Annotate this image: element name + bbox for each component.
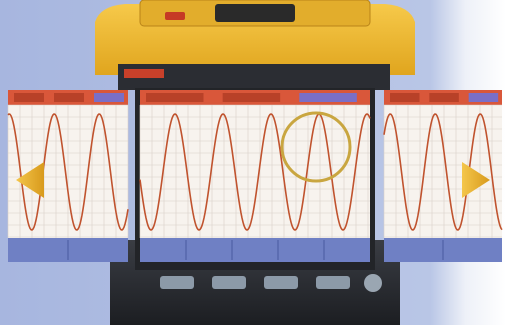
round-key[interactable] [364,274,382,292]
header-tab [54,93,84,102]
header-tab [14,93,44,102]
header-tab [146,93,204,102]
screen-plot [140,105,370,238]
highlight-circle [280,111,352,183]
header-tab [222,93,281,102]
button-row [160,274,382,292]
device-indicator [165,12,185,20]
device-brand-badge [124,69,164,78]
soft-key[interactable] [264,276,298,289]
header-tab [94,93,124,102]
scope-screen [139,90,371,262]
header-tab [299,93,357,102]
device-label-plate [215,4,295,22]
scope-screen [383,90,503,262]
soft-key[interactable] [160,276,194,289]
waveform [7,113,129,231]
header-tab [390,93,420,102]
screen-footer [140,238,370,262]
scope-screen [7,90,129,262]
right-arrow[interactable] [462,162,490,198]
soft-key[interactable] [316,276,350,289]
screens [7,90,503,262]
waveform [383,113,503,231]
soft-key[interactable] [212,276,246,289]
left-arrow[interactable] [16,162,44,198]
header-tab [468,93,499,102]
screen-plot [384,105,502,238]
header-tab [429,93,459,102]
